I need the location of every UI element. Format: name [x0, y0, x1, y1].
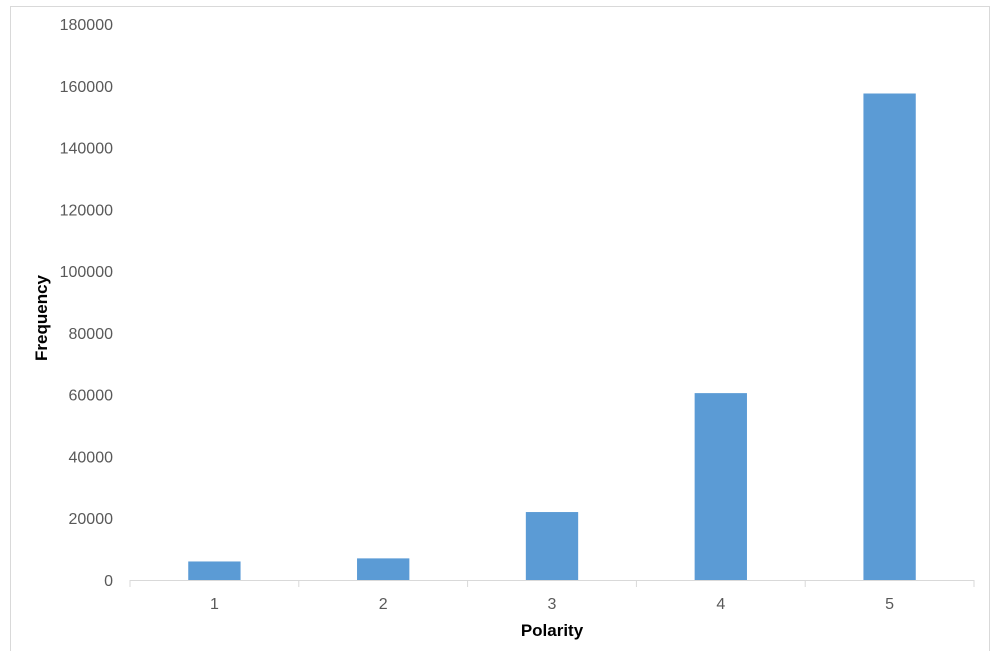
- y-tick-label: 160000: [60, 79, 113, 96]
- bar-4: [694, 393, 747, 580]
- bar-3: [525, 512, 579, 580]
- y-tick-label: 20000: [69, 511, 114, 528]
- x-axis-tick-marks: [129, 580, 975, 587]
- y-tick-label: 80000: [69, 326, 114, 343]
- y-tick-label: 100000: [60, 264, 113, 281]
- x-tick-label: 2: [379, 596, 388, 613]
- y-tick-label: 120000: [60, 202, 113, 219]
- y-tick-label: 0: [104, 573, 113, 590]
- bar-5: [863, 93, 916, 580]
- x-tick-label: 4: [716, 596, 725, 613]
- y-axis-title: Frequency: [32, 274, 51, 361]
- x-tick-label: 1: [210, 596, 219, 613]
- x-axis-tick-labels: 1 2 3 4 5: [210, 596, 894, 613]
- y-tick-label: 40000: [69, 449, 114, 466]
- x-axis-title: Polarity: [521, 621, 584, 640]
- chart-frame: [10, 6, 990, 651]
- y-axis-tick-labels: 0 20000 40000 60000 80000 100000 120000 140000 1…: [60, 17, 113, 590]
- bar-1: [188, 561, 241, 580]
- x-tick-label: 5: [885, 596, 894, 613]
- x-tick-label: 3: [548, 596, 557, 613]
- y-tick-label: 180000: [60, 17, 113, 34]
- y-tick-label: 60000: [69, 388, 114, 405]
- y-tick-label: 140000: [60, 141, 113, 158]
- bars: [188, 93, 916, 580]
- bar-2: [357, 558, 410, 580]
